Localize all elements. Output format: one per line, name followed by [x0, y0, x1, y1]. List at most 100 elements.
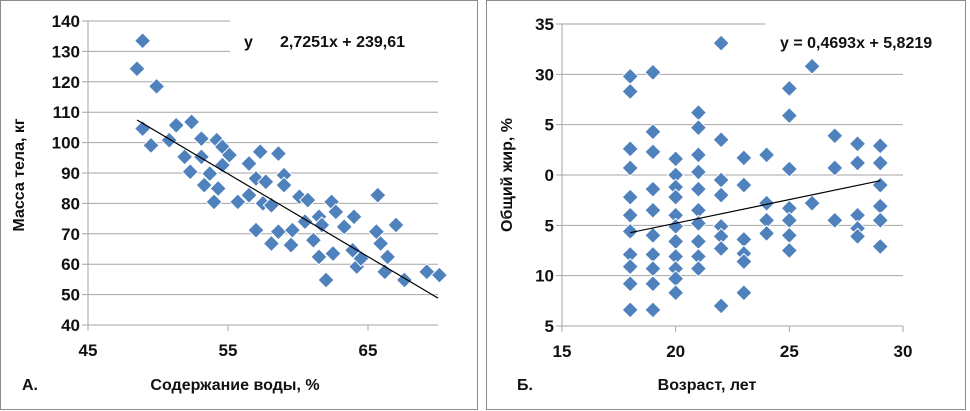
y-tick-label: 40 [61, 316, 80, 335]
data-point [304, 231, 323, 249]
chart-b-equation: y = 0,4693x + 5,8219 [780, 35, 932, 52]
data-point [826, 159, 844, 177]
data-point [735, 252, 753, 271]
x-tick-label: 30 [894, 342, 913, 361]
data-point [621, 188, 639, 206]
y-tick-label: 100 [52, 134, 80, 153]
data-point [128, 60, 146, 78]
data-point [282, 236, 300, 254]
data-point [275, 176, 293, 194]
chart-a: А. Содержание воды, % Масса тела, кг y 2… [11, 12, 449, 394]
data-point [213, 156, 232, 174]
data-point [345, 208, 363, 226]
panel-a-label: А. [22, 377, 38, 394]
data-point [803, 194, 821, 212]
data-point [689, 259, 708, 278]
chart-b: Б. Возраст, лет Общий жир, % y = 0,4693x… [499, 15, 932, 394]
data-point [317, 271, 335, 289]
data-point [666, 188, 685, 206]
data-point [871, 211, 889, 230]
data-point [666, 284, 685, 302]
data-point [848, 135, 867, 153]
x-tick-label: 15 [553, 342, 572, 361]
data-point [310, 248, 328, 266]
y-tick-label: 70 [61, 225, 80, 244]
data-point [371, 234, 390, 253]
chart-a-equation: 2,7251x + 239,61 [280, 34, 405, 51]
data-point [735, 176, 753, 194]
data-point [644, 275, 662, 293]
data-point [780, 160, 799, 178]
data-point [689, 118, 708, 137]
data-point [826, 127, 844, 145]
y-tick-label: 10 [535, 267, 554, 286]
data-point [147, 77, 166, 96]
y-tick-label: 5 [545, 317, 554, 336]
y-tick-label: 120 [52, 73, 80, 92]
data-point [644, 63, 662, 82]
x-tick-label: 45 [79, 341, 98, 360]
data-point [644, 180, 662, 198]
data-point [848, 154, 867, 172]
data-point [247, 221, 265, 239]
y-tick-label: 0 [545, 166, 554, 185]
chart-b-xlabel: Возраст, лет [658, 377, 757, 394]
data-point [735, 284, 753, 302]
data-point [757, 224, 776, 243]
data-point [257, 173, 275, 191]
data-point [689, 163, 708, 181]
data-point [335, 218, 353, 236]
data-point [262, 234, 281, 253]
data-point [182, 113, 201, 131]
data-point [871, 237, 889, 256]
data-point [757, 194, 776, 212]
data-point [689, 146, 708, 164]
x-tick-label: 65 [359, 341, 378, 360]
y-tick-label: 5 [545, 216, 554, 235]
x-tick-label: 20 [666, 342, 685, 361]
data-point [133, 32, 152, 50]
data-point [780, 106, 799, 125]
data-point [644, 301, 662, 319]
data-point [712, 131, 730, 149]
y-tick-label: 80 [61, 194, 80, 213]
data-point [430, 266, 449, 284]
data-point [142, 136, 160, 155]
data-point [871, 137, 889, 155]
data-point [712, 297, 730, 315]
y-tick-label: 60 [61, 255, 80, 274]
data-point [220, 146, 239, 164]
data-point [621, 159, 639, 177]
data-point [205, 193, 223, 211]
data-point [621, 301, 639, 319]
data-point [175, 148, 194, 166]
data-point [757, 146, 776, 164]
y-tick-label: 110 [53, 103, 80, 122]
data-point [229, 193, 247, 211]
trendline [136, 119, 439, 299]
y-tick-label: 30 [535, 65, 554, 84]
data-point [269, 144, 288, 163]
data-point [251, 143, 269, 161]
data-point [327, 203, 345, 221]
y-tick-label: 35 [535, 15, 554, 34]
data-point [712, 239, 730, 258]
y-tick-label: 140 [52, 12, 80, 31]
trendline [630, 180, 881, 234]
data-point [378, 248, 397, 266]
data-point [195, 176, 213, 194]
data-point [644, 201, 662, 219]
data-point [621, 222, 639, 241]
data-point [644, 143, 662, 161]
y-tick-label: 50 [61, 286, 80, 305]
data-point [644, 226, 662, 245]
panel-b-label: Б. [517, 377, 533, 394]
data-point [240, 154, 258, 173]
data-point [621, 275, 639, 293]
data-point [803, 57, 821, 75]
data-point [735, 149, 753, 167]
data-point [201, 164, 219, 183]
x-tick-label: 55 [219, 341, 238, 360]
data-point [644, 123, 662, 141]
data-point [181, 163, 199, 181]
